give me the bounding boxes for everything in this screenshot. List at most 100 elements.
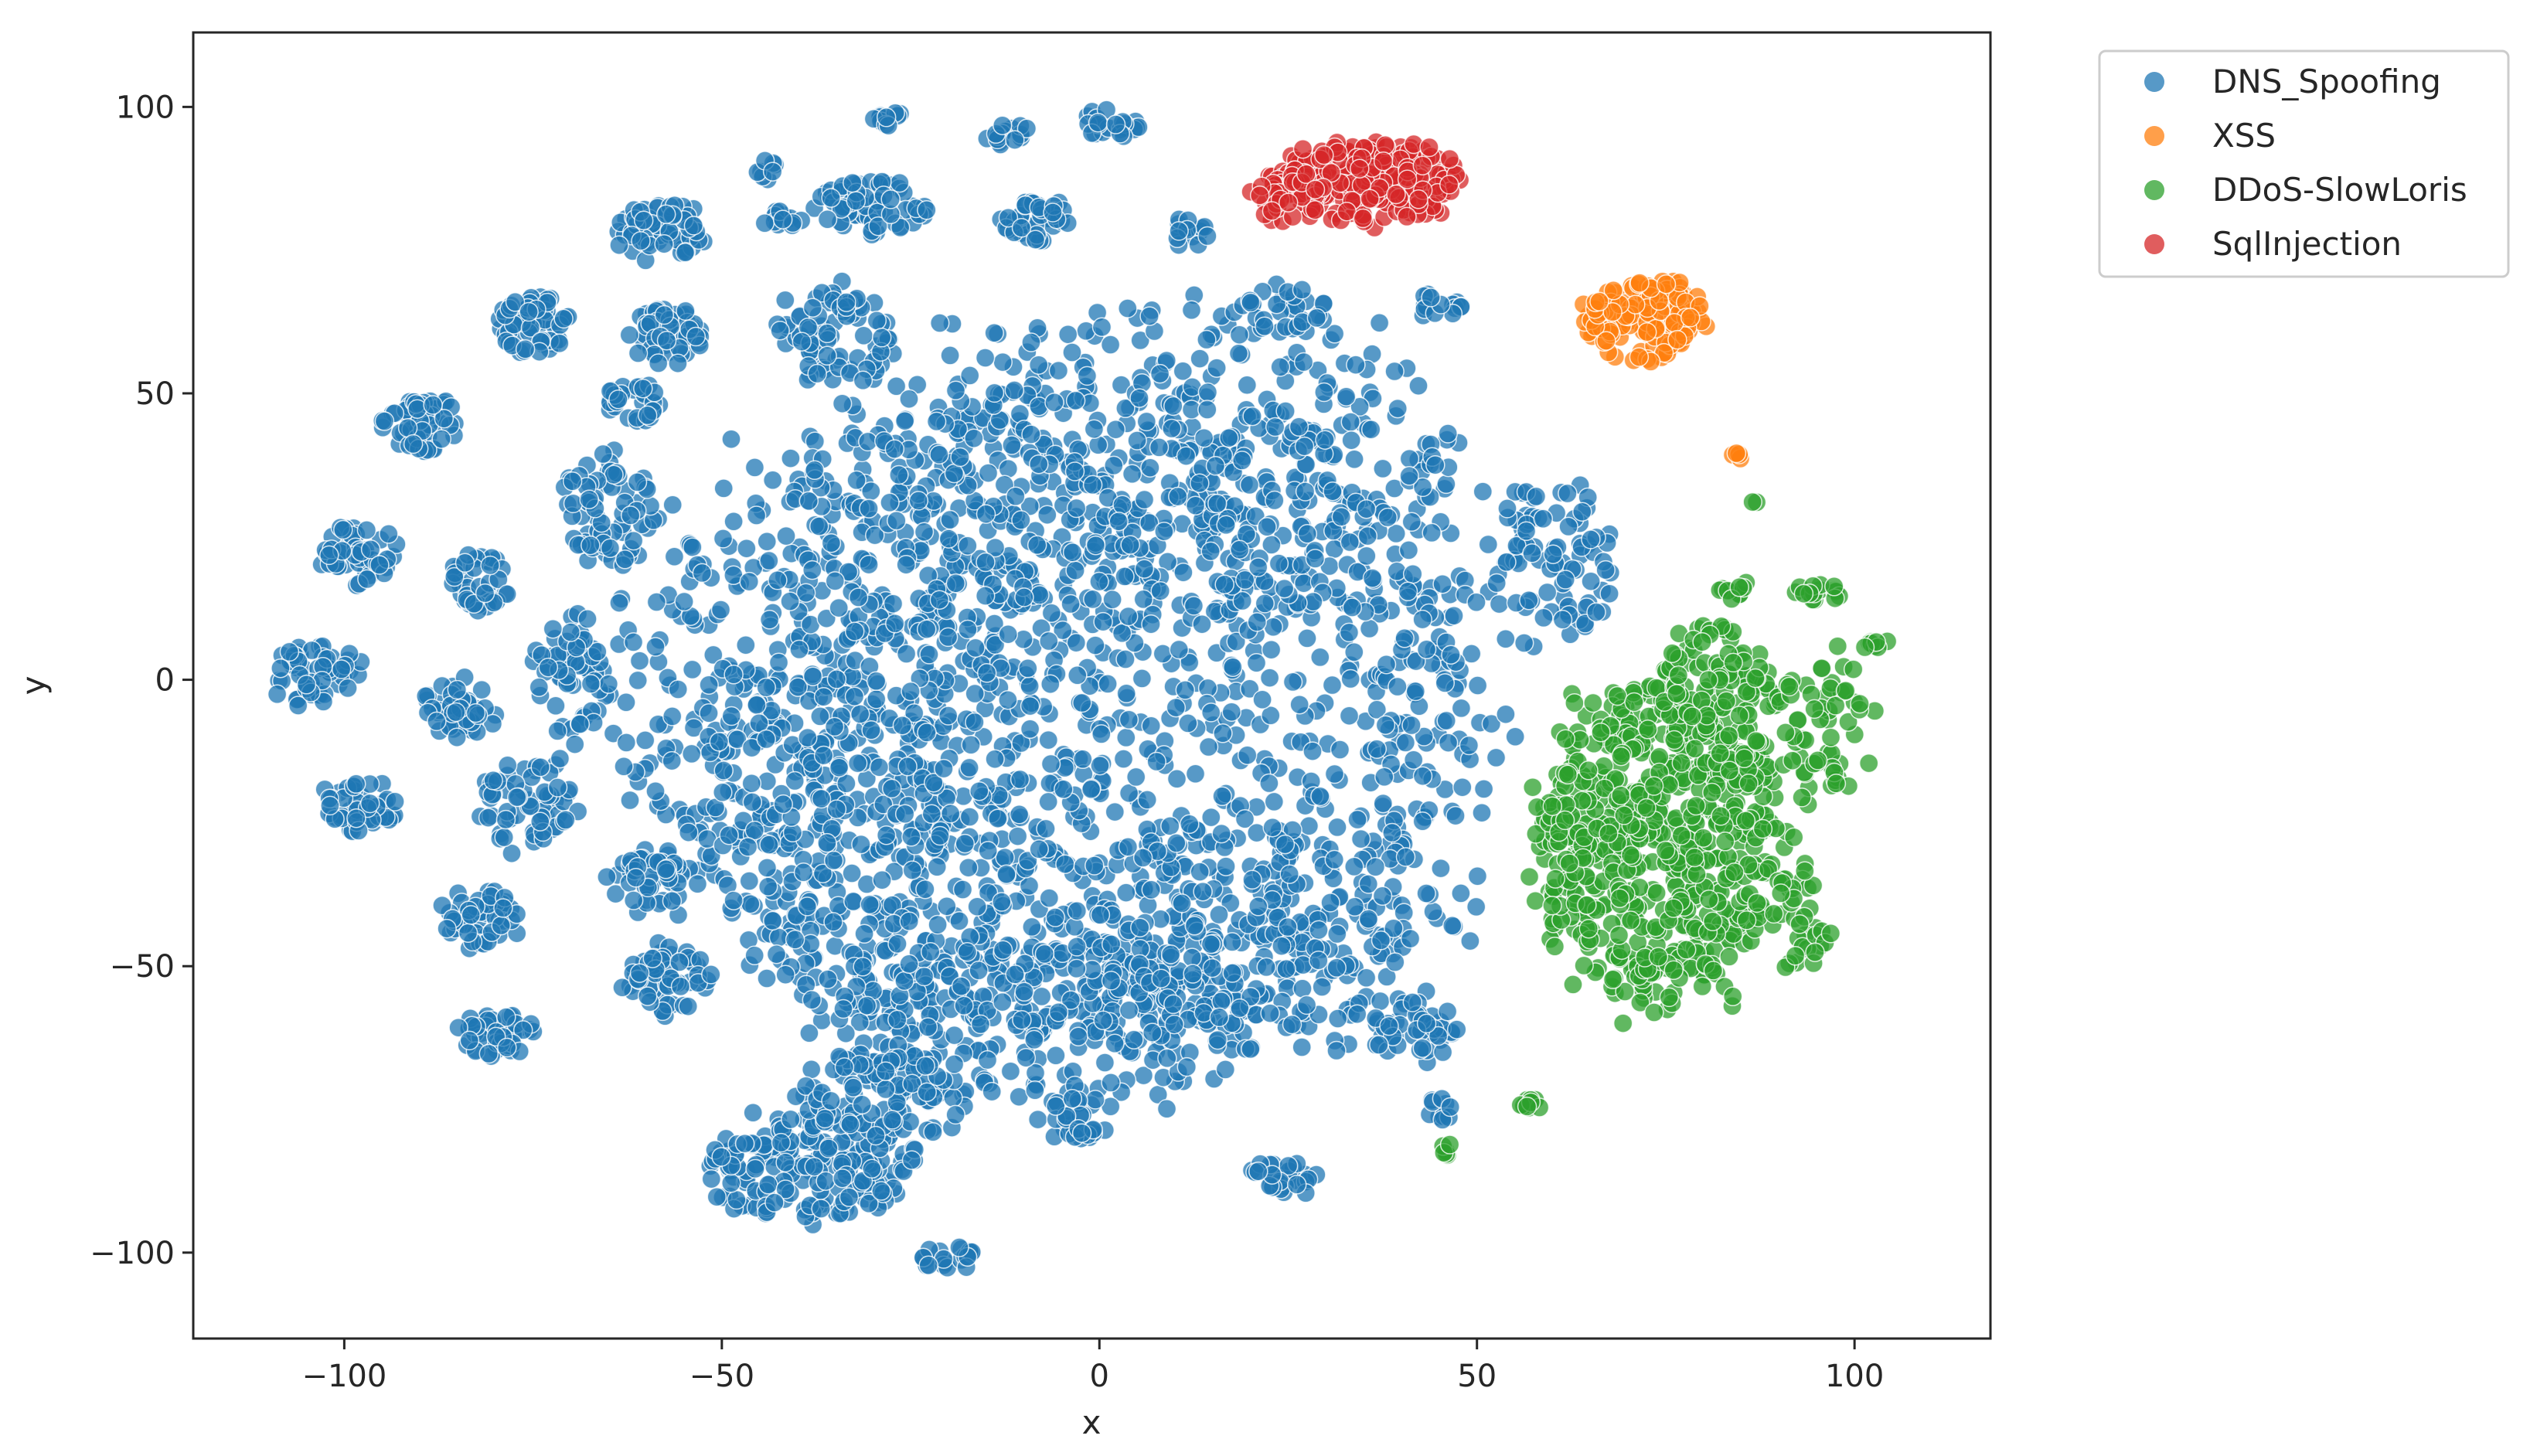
scatter-point	[1432, 573, 1452, 594]
scatter-point	[1046, 1096, 1066, 1116]
scatter-point	[1278, 917, 1298, 937]
scatter-point	[1478, 534, 1499, 555]
scatter-point	[1519, 590, 1539, 611]
scatter-point	[805, 460, 825, 481]
scatter-point	[1331, 507, 1352, 527]
scatter-point	[1344, 856, 1364, 877]
scatter-point	[1324, 849, 1345, 870]
scatter-point	[1040, 674, 1061, 694]
scatter-point	[1339, 622, 1360, 643]
scatter-point	[1085, 635, 1105, 655]
scatter-point	[1222, 963, 1242, 983]
scatter-point	[1265, 490, 1285, 511]
scatter-point	[478, 1043, 499, 1064]
scatter-point	[1555, 570, 1575, 590]
scatter-point	[1395, 733, 1416, 753]
scatter-point	[901, 681, 921, 702]
scatter-point	[894, 971, 914, 992]
scatter-point	[447, 679, 468, 700]
scatter-point	[872, 869, 892, 890]
scatter-point	[961, 735, 981, 755]
scatter-point	[917, 723, 937, 743]
scatter-point	[817, 832, 837, 853]
scatter-point	[1327, 817, 1347, 838]
scatter-point	[679, 822, 699, 842]
scatter-point	[1101, 1073, 1121, 1093]
scatter-point	[928, 914, 948, 935]
scatter-point	[1297, 524, 1318, 544]
scatter-point	[1270, 357, 1290, 377]
scatter-point	[491, 915, 511, 936]
scatter-point	[1205, 456, 1226, 476]
scatter-point	[1402, 563, 1423, 584]
scatter-point	[741, 773, 762, 794]
scatter-point	[937, 896, 957, 917]
scatter-point	[813, 745, 834, 766]
scatter-point	[1416, 883, 1436, 903]
scatter-point	[703, 645, 724, 665]
scatter-point	[851, 834, 871, 855]
scatter-point	[901, 1150, 922, 1170]
scatter-point	[1020, 676, 1040, 696]
scatter-point	[1367, 699, 1388, 720]
scatter-point	[271, 658, 291, 679]
scatter-point	[1169, 639, 1190, 660]
scatter-point	[882, 1110, 903, 1130]
scatter-point	[1129, 388, 1149, 408]
scatter-point	[1146, 751, 1166, 772]
scatter-point	[1118, 606, 1139, 627]
scatter-point	[846, 191, 867, 211]
scatter-point	[1081, 779, 1102, 800]
scatter-point	[1028, 355, 1049, 375]
scatter-point	[338, 678, 358, 699]
scatter-point	[437, 918, 457, 939]
scatter-point	[1350, 828, 1371, 849]
scatter-point	[871, 1181, 891, 1201]
scatter-point	[1006, 486, 1026, 507]
scatter-point	[1341, 430, 1361, 451]
scatter-point	[1446, 1019, 1467, 1039]
scatter-point	[1022, 917, 1042, 937]
scatter-point	[455, 553, 475, 573]
scatter-point	[683, 718, 704, 738]
scatter-point	[1102, 590, 1122, 610]
scatter-point	[1140, 458, 1160, 478]
scatter-point	[998, 624, 1018, 645]
scatter-point	[1067, 900, 1088, 921]
scatter-point	[1402, 992, 1423, 1012]
scatter-point	[1412, 1038, 1433, 1058]
scatter-point	[929, 444, 949, 465]
scatter-point	[799, 1023, 819, 1043]
scatter-point	[883, 594, 904, 614]
scatter-point	[1461, 644, 1482, 664]
scatter-point	[1067, 958, 1087, 979]
scatter-point	[1054, 779, 1074, 800]
scatter-point	[804, 1156, 824, 1177]
scatter-point	[1201, 807, 1221, 828]
scatter-point	[1436, 474, 1456, 495]
scatter-point	[819, 1138, 839, 1158]
scatter-point	[1091, 724, 1112, 744]
scatter-point	[850, 704, 870, 724]
scatter-point	[1400, 928, 1421, 949]
scatter-point	[1116, 883, 1136, 903]
scatter-point	[1066, 632, 1087, 653]
scatter-point	[1209, 1007, 1230, 1028]
scatter-point	[1057, 324, 1078, 345]
scatter-point	[770, 321, 790, 341]
scatter-point	[1183, 596, 1204, 616]
scatter-point	[894, 804, 915, 824]
scatter-point	[1207, 493, 1228, 514]
scatter-point	[1340, 412, 1361, 432]
scatter-point	[616, 733, 637, 753]
scatter-point	[741, 893, 761, 914]
scatter-point	[1024, 1029, 1044, 1050]
scatter-point	[1398, 540, 1419, 560]
scatter-point	[917, 200, 937, 220]
scatter-point	[1004, 380, 1025, 400]
scatter-point	[727, 1189, 747, 1210]
scatter-point	[560, 622, 581, 642]
scatter-point	[1216, 856, 1236, 876]
scatter-point	[785, 771, 805, 791]
scatter-point	[1197, 329, 1217, 350]
